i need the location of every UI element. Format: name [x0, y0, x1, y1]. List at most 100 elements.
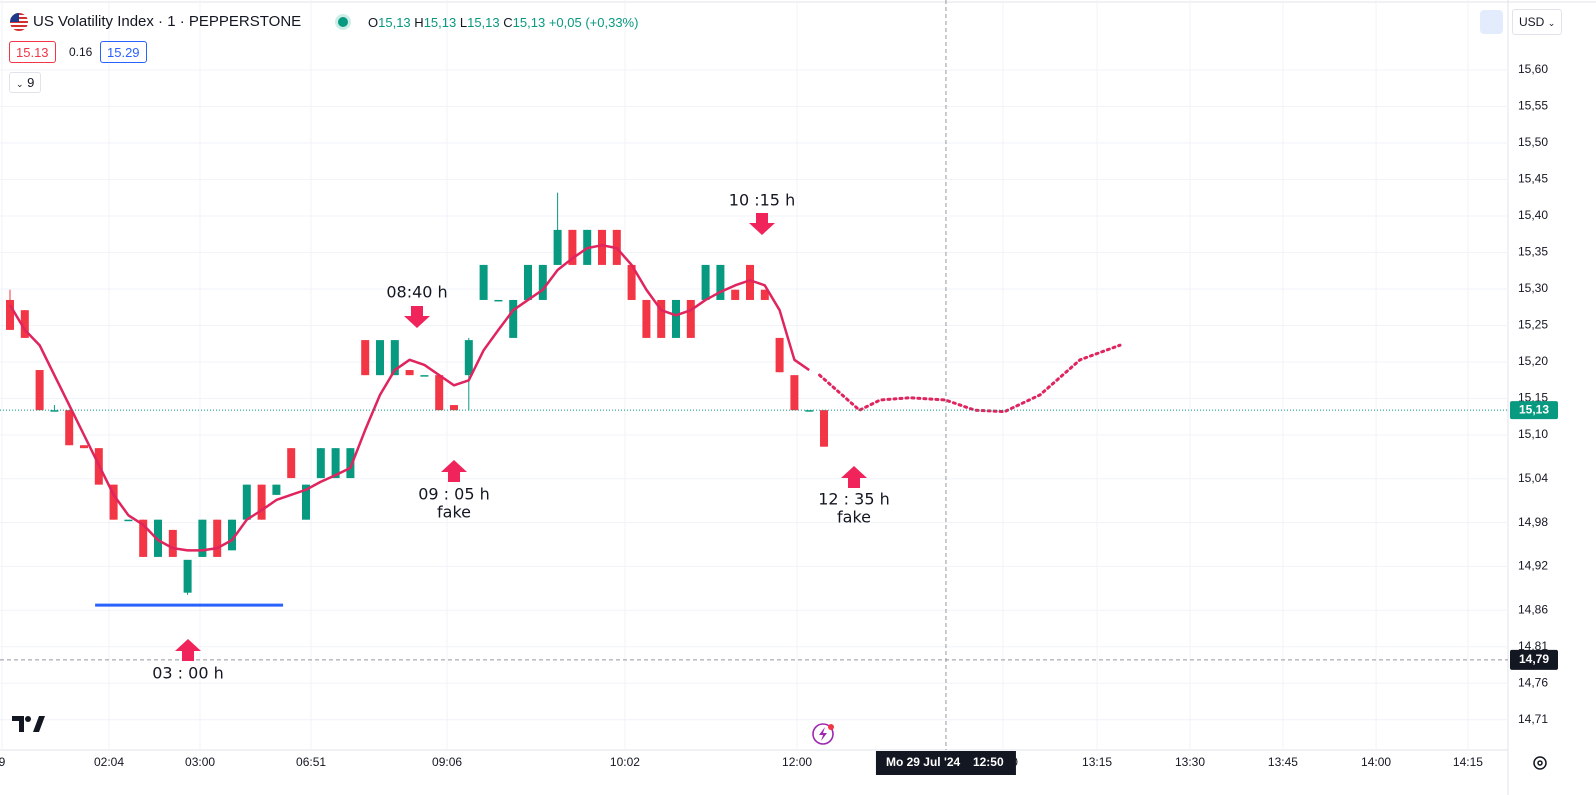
candle-body	[450, 405, 459, 411]
candle-body	[257, 484, 266, 520]
arrow-up	[175, 639, 201, 661]
candle-body	[701, 264, 710, 300]
candle-body	[464, 340, 473, 376]
candle-body	[820, 410, 829, 447]
candle-body	[198, 519, 207, 557]
y-tick-label: 15,40	[1518, 208, 1548, 222]
candle-body	[524, 264, 533, 300]
y-tick-label: 14,92	[1518, 559, 1548, 573]
arrow-down	[749, 213, 775, 235]
y-tick-label: 15,60	[1518, 62, 1548, 76]
spread: 0.16	[69, 45, 93, 59]
candle-body	[183, 559, 192, 593]
y-tick-label: 14,71	[1518, 712, 1548, 726]
candle-body	[509, 299, 518, 338]
candle-body	[124, 519, 133, 522]
symbol-title[interactable]: US Volatility Index · 1 · PEPPERSTONE	[33, 13, 302, 30]
y-tick-label: 15,15	[1518, 391, 1548, 405]
candle-body	[346, 448, 355, 479]
y-tick-label: 15,10	[1518, 427, 1548, 441]
currency-select[interactable]: USD ⌄	[1512, 9, 1563, 35]
candle-body	[139, 519, 148, 557]
arrow-up	[441, 460, 467, 482]
candle-body	[553, 229, 562, 265]
x-tick-label: 09:06	[432, 755, 462, 769]
candle-body	[228, 519, 237, 551]
candle-body	[213, 519, 222, 557]
annotation: 08:40 h	[386, 283, 447, 302]
ohlc-key: H	[414, 15, 424, 30]
candle-body	[376, 340, 385, 376]
candle-body	[420, 375, 429, 377]
candle-body	[731, 289, 740, 300]
y-tick-label: 15,25	[1518, 318, 1548, 332]
annotation: 10 :15 h	[729, 191, 795, 210]
y-tick-label: 15,55	[1518, 99, 1548, 113]
candle-body	[598, 229, 607, 265]
candle-body	[716, 264, 725, 300]
marks	[0, 0, 1508, 750]
currency: USD	[1519, 15, 1545, 29]
candle-body	[672, 299, 681, 338]
candle-body	[746, 264, 755, 300]
ohlc-change: +0,05 (+0,33%)	[548, 15, 639, 30]
y-tick-label: 15,45	[1518, 172, 1548, 186]
ohlc: O15,13 H15,13 L15,13 C15,13 +0,05 (+0,33…	[368, 15, 638, 30]
x-tick-label: 13:15	[1082, 755, 1112, 769]
bid-button[interactable]: 15.13	[9, 41, 56, 63]
candle-body	[168, 529, 177, 557]
arrow-down	[404, 306, 430, 328]
y-tick-label: 14,76	[1518, 675, 1548, 689]
x-tick-label: 12:00	[782, 755, 812, 769]
candle-body	[568, 229, 577, 265]
x-tick-label: 13:30	[1175, 755, 1205, 769]
settings-icon[interactable]	[1533, 756, 1547, 770]
annotation: fake	[837, 508, 871, 527]
candle-body	[287, 448, 296, 479]
moving-average	[8, 243, 810, 552]
candle-body	[35, 370, 44, 411]
last-price-tag	[1510, 401, 1558, 420]
x-tick-label: 14:15	[1453, 755, 1483, 769]
status-dot	[338, 17, 348, 27]
candle-body	[242, 484, 251, 520]
ohlc-value: 15,13	[467, 15, 500, 30]
annotation: 03 : 00 h	[152, 664, 224, 683]
x-tick-label: 9	[0, 755, 6, 769]
logo	[12, 716, 45, 732]
indicator-count: 9	[27, 75, 35, 90]
candle-body	[361, 340, 370, 376]
candle-body	[435, 375, 444, 411]
candle-body	[686, 299, 695, 338]
candle-body	[760, 289, 769, 300]
candle-body	[20, 310, 29, 338]
crosshair-price-tag	[1510, 649, 1558, 670]
annotation: fake	[437, 503, 471, 522]
y-tick-label: 15,50	[1518, 135, 1548, 149]
toolbar-button[interactable]	[1480, 10, 1503, 34]
ohlc-value: 15,13	[378, 15, 411, 30]
candle-body	[775, 337, 784, 373]
crosshair-date-label: Mo 29 Jul '24	[886, 755, 961, 769]
x-tick-label: 02:04	[94, 755, 124, 769]
x-tick-label: 13:45	[1268, 755, 1298, 769]
candle-body	[805, 410, 814, 412]
y-tick-label: 15,35	[1518, 245, 1548, 259]
candle-body	[109, 484, 118, 520]
y-tick-label: 15,04	[1518, 471, 1548, 485]
y-tick-label: 14,98	[1518, 515, 1548, 529]
crosshair-price-label: 14,79	[1519, 652, 1549, 666]
candle-body	[538, 264, 547, 300]
candle-body	[272, 484, 281, 495]
x-tick-label: 03:00	[185, 755, 215, 769]
ohlc-key: C	[503, 15, 513, 30]
y-tick-label: 15,30	[1518, 281, 1548, 295]
lightning-icon[interactable]	[812, 723, 834, 745]
arrows	[175, 213, 867, 661]
indicator-toggle[interactable]: ⌄ 9	[9, 72, 42, 93]
ohlc-key: O	[368, 15, 379, 30]
crosshair-time-tag	[875, 751, 1016, 775]
ask-button[interactable]: 15.29	[100, 41, 147, 63]
